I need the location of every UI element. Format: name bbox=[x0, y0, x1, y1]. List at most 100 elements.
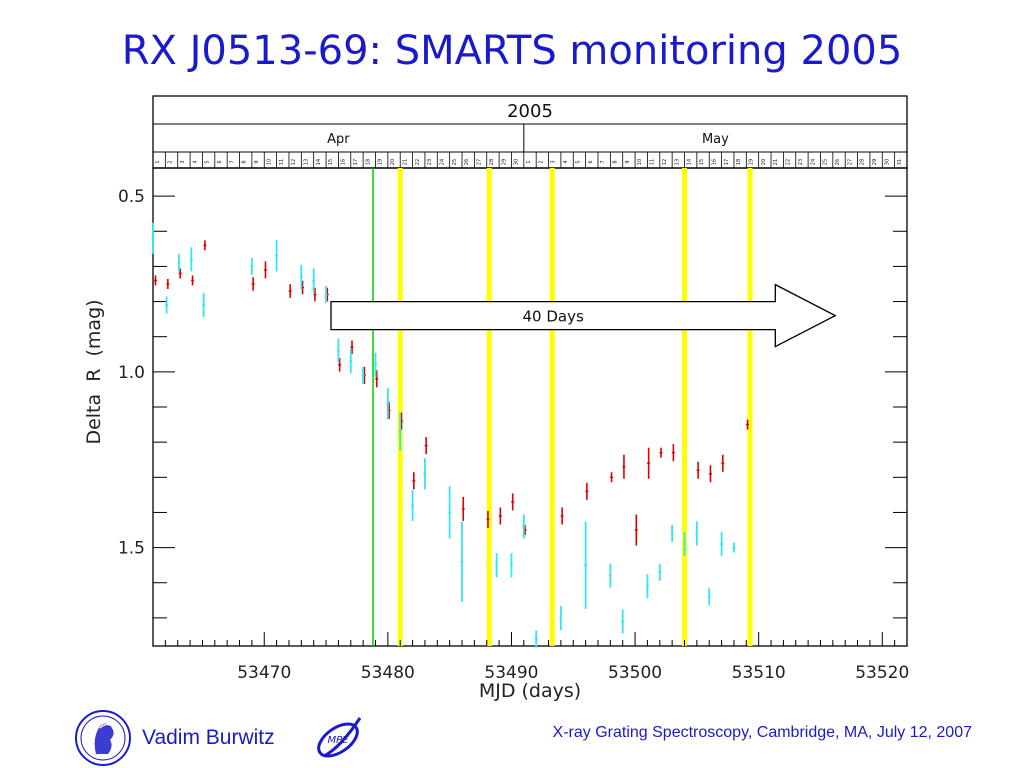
red-data-point bbox=[511, 493, 515, 511]
day-label: 8 bbox=[613, 160, 619, 163]
red-data-point bbox=[610, 472, 614, 483]
cyan-data-point bbox=[460, 521, 464, 602]
x-axis-label: MJD (days) bbox=[479, 680, 581, 702]
red-data-point bbox=[178, 268, 182, 279]
conference-caption: X-ray Grating Spectroscopy, Cambridge, M… bbox=[552, 724, 972, 741]
plot-frame bbox=[152, 167, 908, 647]
day-label: 11 bbox=[279, 159, 285, 165]
x-tick-label: 53470 bbox=[237, 663, 291, 683]
day-label: 7 bbox=[229, 160, 235, 163]
slide-title: RX J0513-69: SMARTS monitoring 2005 bbox=[121, 28, 903, 74]
x-tick-label: 53490 bbox=[484, 663, 538, 683]
cyan-data-point bbox=[411, 489, 415, 521]
cyan-data-point bbox=[324, 286, 328, 304]
cyan-data-point bbox=[448, 486, 452, 539]
day-label: 22 bbox=[786, 159, 792, 165]
red-data-point bbox=[251, 277, 255, 291]
mpe-logo-text: MPE bbox=[328, 735, 350, 746]
red-data-point bbox=[622, 454, 626, 479]
day-label: 31 bbox=[897, 159, 903, 165]
arrow-label: 40 Days bbox=[523, 308, 584, 326]
day-label: 4 bbox=[192, 160, 198, 163]
red-data-point bbox=[634, 514, 638, 546]
day-label: 29 bbox=[872, 159, 878, 165]
cyan-data-point bbox=[658, 563, 662, 581]
cyan-data-point bbox=[361, 366, 365, 384]
cyan-data-point bbox=[336, 338, 340, 363]
day-label: 16 bbox=[341, 159, 347, 165]
day-label: 9 bbox=[625, 160, 631, 163]
cyan-data-point bbox=[584, 521, 588, 609]
day-label: 30 bbox=[514, 159, 520, 165]
day-label: 14 bbox=[316, 159, 322, 165]
cyan-data-point bbox=[645, 574, 649, 599]
max-planck-minerva-logo bbox=[75, 710, 131, 766]
x-tick-label: 53520 bbox=[855, 663, 909, 683]
day-label: 21 bbox=[773, 159, 779, 165]
red-data-point bbox=[659, 447, 663, 458]
cyan-data-point bbox=[275, 240, 279, 272]
day-label: 27 bbox=[847, 159, 853, 165]
red-data-point bbox=[424, 437, 428, 455]
day-label: 28 bbox=[860, 159, 866, 165]
red-data-point bbox=[288, 284, 292, 298]
month-label-apr: Apr bbox=[327, 132, 350, 147]
cyan-data-point bbox=[189, 247, 193, 272]
cyan-data-point bbox=[202, 293, 206, 318]
cyan-data-point bbox=[695, 521, 699, 546]
y-tick-label: 1.5 bbox=[118, 539, 145, 559]
day-label: 14 bbox=[687, 159, 693, 165]
day-label: 12 bbox=[662, 159, 668, 165]
day-label: 5 bbox=[575, 160, 581, 163]
red-data-point bbox=[696, 461, 700, 479]
cyan-data-point bbox=[608, 563, 612, 588]
day-label: 1 bbox=[155, 160, 161, 163]
day-label: 20 bbox=[761, 159, 767, 165]
cyan-data-point bbox=[683, 532, 687, 557]
year-label: 2005 bbox=[507, 101, 553, 122]
day-label: 4 bbox=[563, 160, 569, 163]
cyan-data-point bbox=[559, 605, 563, 630]
day-label: 12 bbox=[291, 159, 297, 165]
day-label: 24 bbox=[439, 159, 445, 165]
data-points bbox=[151, 222, 750, 648]
forty-day-arrow: 40 Days bbox=[330, 283, 837, 348]
red-data-point bbox=[313, 287, 317, 302]
day-label: 19 bbox=[748, 159, 754, 165]
day-label: 26 bbox=[464, 159, 470, 165]
day-label: 18 bbox=[365, 159, 371, 165]
day-label: 21 bbox=[402, 159, 408, 165]
day-label: 6 bbox=[588, 160, 594, 163]
day-label: 25 bbox=[452, 159, 458, 165]
cyan-data-point bbox=[373, 352, 377, 377]
cyan-data-point bbox=[151, 222, 155, 254]
day-label: 1 bbox=[526, 160, 532, 163]
cyan-data-point bbox=[165, 296, 169, 314]
cyan-data-point bbox=[177, 254, 181, 272]
day-label: 15 bbox=[328, 159, 334, 165]
red-data-point bbox=[166, 278, 170, 289]
y-tick-label: 1.0 bbox=[118, 363, 145, 383]
red-data-point bbox=[375, 370, 379, 388]
red-data-point bbox=[708, 465, 712, 483]
author-name: Vadim Burwitz bbox=[142, 726, 275, 749]
cyan-data-point bbox=[670, 525, 674, 543]
day-label: 13 bbox=[304, 159, 310, 165]
y-tick-label: 0.5 bbox=[118, 187, 145, 207]
day-label: 15 bbox=[699, 159, 705, 165]
day-label: 26 bbox=[835, 159, 841, 165]
cyan-data-point bbox=[299, 264, 303, 289]
red-data-point bbox=[746, 419, 750, 430]
day-label: 3 bbox=[551, 160, 557, 163]
day-label: 25 bbox=[823, 159, 829, 165]
cyan-data-point bbox=[522, 514, 526, 539]
cyan-data-point bbox=[720, 532, 724, 557]
axis-ticks: 53470 53480 53490 53500 53510 53520 0.5 1.0 1.5 bbox=[118, 187, 909, 683]
y-axis-label: Delta R (mag) bbox=[83, 299, 105, 444]
day-label: 16 bbox=[711, 159, 717, 165]
red-data-point bbox=[191, 275, 195, 286]
day-label: 6 bbox=[217, 160, 223, 163]
day-label: 19 bbox=[378, 159, 384, 165]
